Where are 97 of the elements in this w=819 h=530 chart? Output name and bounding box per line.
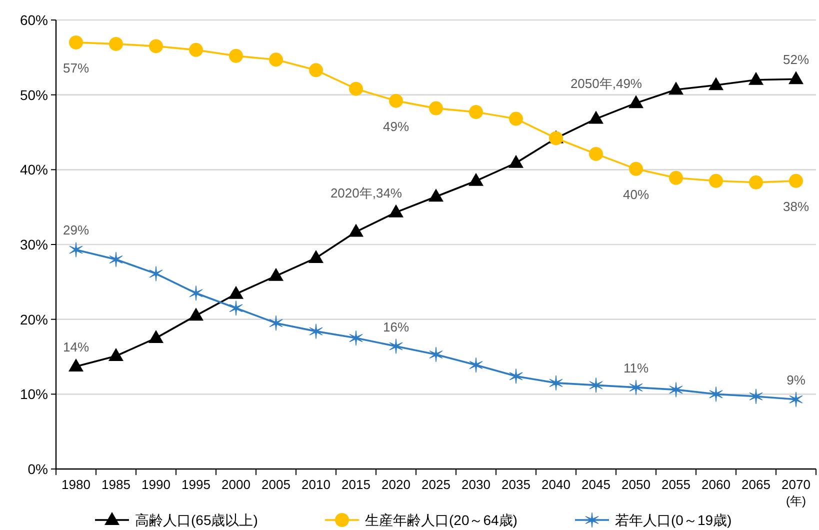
point — [69, 242, 83, 258]
y-tick-label: 60% — [20, 12, 48, 28]
point — [68, 358, 84, 372]
point — [269, 315, 283, 331]
point — [189, 285, 203, 301]
point — [109, 36, 123, 51]
x-tick-label: 2060 — [702, 477, 730, 492]
point — [629, 162, 643, 176]
point — [589, 377, 603, 393]
point — [348, 224, 364, 237]
x-tick-label: 1980 — [62, 477, 90, 492]
point — [628, 95, 644, 108]
point — [109, 252, 123, 268]
point — [549, 375, 563, 391]
point — [309, 63, 323, 78]
legend-label: 若年人口(0～19歳) — [615, 512, 732, 528]
point — [228, 286, 244, 299]
y-tick-label: 0% — [28, 461, 48, 477]
point — [789, 392, 803, 408]
point — [509, 368, 523, 384]
y-tick-label: 30% — [20, 236, 48, 252]
annotation: 29% — [62, 222, 90, 238]
point — [709, 174, 723, 188]
x-axis-title: (年) — [786, 494, 806, 508]
point — [388, 204, 404, 218]
point — [429, 101, 443, 116]
point — [349, 82, 363, 96]
x-tick-label: 2070 — [782, 477, 810, 492]
annotation: 2050年,49% — [570, 76, 642, 92]
point — [149, 266, 163, 282]
point — [788, 71, 804, 84]
annotation: 11% — [623, 360, 649, 376]
point — [668, 82, 684, 95]
x-tick-label: 2030 — [462, 477, 490, 492]
point — [508, 154, 524, 168]
y-tick-label: 40% — [20, 162, 48, 178]
point — [629, 380, 643, 396]
annotation: 49% — [382, 118, 410, 134]
x-tick-label: 1995 — [182, 477, 210, 492]
annotation: 2020年,34% — [330, 185, 402, 200]
y-tick-label: 20% — [20, 311, 48, 328]
annotation: 14% — [62, 339, 90, 354]
point — [749, 175, 763, 190]
point — [429, 346, 443, 362]
point — [229, 48, 243, 63]
x-tick-label: 2005 — [262, 477, 290, 492]
point — [148, 330, 164, 344]
point — [389, 94, 403, 108]
point — [189, 42, 203, 57]
x-tick-label: 2010 — [302, 477, 330, 492]
x-tick-label: 2020 — [382, 477, 410, 492]
point — [789, 174, 803, 188]
x-tick-label: 2035 — [502, 477, 530, 492]
point — [748, 72, 764, 85]
point — [669, 170, 683, 185]
annotation: 57% — [62, 60, 90, 76]
point — [349, 330, 363, 346]
annotation: 52% — [782, 52, 810, 68]
x-tick-label: 2065 — [742, 477, 770, 492]
x-tick-label: 2000 — [222, 477, 250, 492]
point — [309, 324, 323, 340]
y-tick-label: 10% — [20, 386, 48, 402]
point — [749, 388, 763, 404]
x-tick-label: 2055 — [662, 477, 690, 492]
x-tick-label: 2040 — [542, 477, 570, 492]
x-tick-label: 2050 — [622, 477, 650, 492]
point — [149, 39, 163, 54]
point — [269, 52, 283, 67]
point — [588, 110, 604, 124]
point — [188, 308, 204, 321]
legend-label: 生産年齢人口(20～64歳) — [365, 512, 518, 528]
point — [389, 338, 403, 354]
x-tick-label: 2025 — [422, 477, 450, 492]
point — [469, 105, 483, 120]
point — [509, 112, 523, 126]
point — [589, 146, 603, 161]
x-tick-label: 2045 — [582, 477, 610, 492]
point — [229, 300, 243, 316]
annotation: 9% — [786, 372, 806, 388]
point — [428, 188, 444, 202]
point — [69, 35, 83, 50]
point — [308, 250, 324, 263]
annotation: 16% — [382, 319, 410, 334]
y-tick-label: 50% — [20, 86, 48, 103]
point — [268, 268, 284, 281]
point — [708, 77, 724, 90]
annotation: 40% — [622, 186, 650, 202]
point — [468, 172, 484, 186]
point — [108, 348, 124, 361]
point — [669, 382, 683, 398]
point — [469, 357, 483, 373]
point — [709, 386, 723, 402]
x-tick-label: 2015 — [342, 477, 370, 492]
x-tick-label: 1985 — [102, 477, 130, 492]
annotation: 38% — [782, 198, 810, 214]
x-tick-label: 1990 — [142, 477, 170, 492]
legend-label: 高齢人口(65歳以上) — [135, 512, 258, 528]
